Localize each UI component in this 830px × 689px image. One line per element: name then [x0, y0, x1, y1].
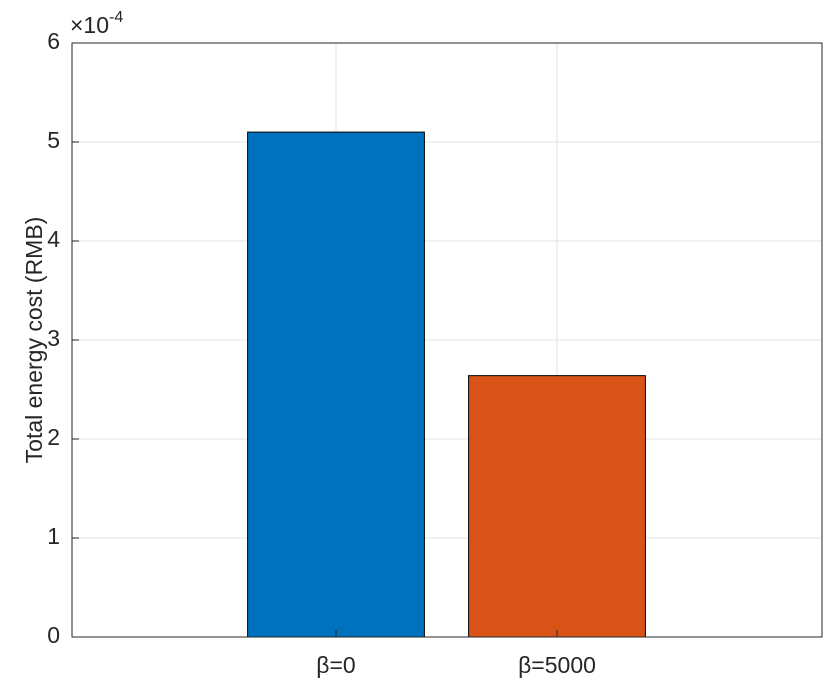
- y-multiplier-base: ×10: [70, 12, 109, 38]
- bar: [468, 375, 646, 638]
- y-tick-label: 0: [47, 622, 60, 648]
- bar: [247, 131, 425, 638]
- y-axis-label: Total energy cost (RMB): [21, 217, 47, 464]
- y-tick-label: 6: [47, 28, 60, 54]
- y-tick-label: 3: [47, 325, 60, 351]
- y-tick-label: 4: [47, 226, 60, 252]
- y-tick-label: 1: [47, 523, 60, 549]
- plot-frame: [71, 42, 823, 638]
- y-multiplier: ×10-4: [70, 9, 123, 38]
- y-tick-label: 2: [47, 424, 60, 450]
- x-tick-label: β=5000: [518, 652, 596, 678]
- y-multiplier-exponent: -4: [109, 9, 123, 26]
- x-tick-label: β=0: [316, 652, 355, 678]
- y-tick-label: 5: [47, 127, 60, 153]
